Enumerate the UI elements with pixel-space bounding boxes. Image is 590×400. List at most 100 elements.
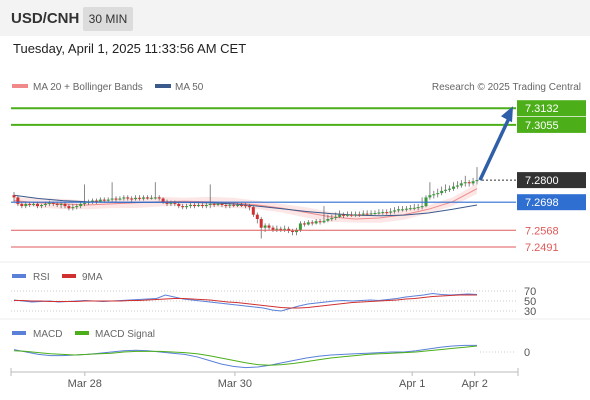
- candle-body: [181, 206, 185, 208]
- candle-body: [232, 204, 236, 206]
- candle-body: [98, 199, 102, 202]
- candle-body: [28, 203, 32, 205]
- resistance-level-7.3132-label: 7.3132: [525, 103, 559, 115]
- candle-body: [397, 209, 400, 211]
- candle-body: [91, 200, 94, 202]
- candle-body: [322, 220, 326, 223]
- time-tick-label: Mar 28: [68, 378, 102, 390]
- support-level-7.2568-label: 7.2568: [525, 225, 559, 237]
- candle-body: [444, 189, 448, 191]
- macd-legend-swatch: [12, 331, 26, 335]
- macd-plot: 0: [13, 344, 530, 369]
- support-level-7.2491-label: 7.2491: [525, 242, 559, 254]
- macd-legend-label: MACD: [33, 329, 62, 340]
- time-tick-label: Apr 1: [399, 378, 425, 390]
- candle-body: [63, 203, 67, 207]
- candle-body: [83, 202, 87, 204]
- candle-body: [149, 197, 153, 199]
- candle-body: [102, 199, 106, 201]
- candle-body: [173, 202, 177, 204]
- ma20-legend-swatch: [12, 84, 28, 88]
- symbol-title: USD/CNH: [11, 10, 80, 27]
- macd-signal-legend-swatch: [75, 331, 89, 335]
- candle-body: [463, 182, 467, 184]
- candle-body: [24, 203, 28, 207]
- candle-body: [373, 213, 377, 214]
- candle-body: [279, 228, 283, 230]
- candle-body: [169, 202, 173, 204]
- candle-body: [291, 230, 295, 232]
- candle-body: [448, 188, 451, 190]
- candle-body: [357, 214, 361, 216]
- candle-body: [467, 182, 471, 184]
- candle-body: [330, 218, 334, 220]
- candle-body: [416, 207, 420, 209]
- candle-body: [338, 214, 342, 217]
- candle-body: [314, 221, 318, 224]
- candle-body: [185, 206, 189, 208]
- candle-body: [310, 222, 314, 224]
- rsi-ma-legend-label: 9MA: [82, 272, 103, 283]
- candle-body: [326, 219, 330, 221]
- candle-body: [346, 214, 349, 216]
- candle-body: [408, 208, 412, 210]
- candle-body: [353, 214, 357, 216]
- time-axis: Mar 28 Mar 30 Apr 1 Apr 2: [10, 368, 519, 390]
- top-bar: USD/CNH 30 MIN: [0, 0, 590, 36]
- resistance-level-7.3055-label: 7.3055: [525, 120, 559, 132]
- candle-body: [302, 223, 306, 225]
- time-tick-label: Apr 2: [462, 378, 488, 390]
- candle-body: [216, 203, 220, 205]
- candle-body: [365, 213, 369, 215]
- rsi-tick-50: 50: [524, 296, 536, 308]
- candle-body: [228, 204, 232, 206]
- candle-body: [420, 206, 424, 208]
- candle-body: [47, 202, 51, 204]
- candle-body: [126, 197, 130, 199]
- candle-body: [16, 197, 20, 204]
- candle-body: [298, 223, 302, 230]
- candle-body: [212, 203, 216, 205]
- candle-body: [32, 203, 36, 205]
- candle-body: [247, 206, 251, 208]
- candle-body: [334, 216, 338, 218]
- candle-body: [318, 221, 322, 223]
- candle-body: [220, 203, 224, 205]
- candle-body: [200, 205, 204, 207]
- candle-body: [471, 181, 475, 184]
- candle-body: [436, 193, 440, 195]
- resistance-level-7.3055-badge: [517, 116, 586, 133]
- forecast-arrow-head: [501, 106, 513, 123]
- candle-body: [142, 197, 145, 199]
- candle-body: [224, 205, 228, 206]
- macd-signal-line: [13, 345, 478, 366]
- candle-body: [153, 197, 157, 199]
- candle-body: [275, 228, 279, 230]
- candle-body: [432, 194, 436, 196]
- candle-body: [79, 203, 83, 207]
- pivot-level-7.2698-badge: [517, 194, 586, 211]
- candle-body: [295, 229, 298, 233]
- ma50-legend-swatch: [155, 84, 171, 88]
- candle-body: [71, 207, 75, 209]
- candle-body: [412, 207, 416, 209]
- candle-body: [145, 197, 149, 199]
- credit-label: Research © 2025 Trading Central: [432, 82, 581, 93]
- candle-body: [196, 205, 200, 207]
- candle-body: [43, 203, 47, 205]
- candle-body: [283, 228, 287, 230]
- candle-body: [106, 199, 110, 201]
- candle-body: [177, 203, 181, 207]
- candle-body: [349, 214, 353, 216]
- candle-body: [157, 197, 161, 199]
- candle-body: [389, 211, 393, 213]
- timeframe-button[interactable]: 30 MIN: [83, 7, 133, 31]
- candle-body: [134, 197, 138, 200]
- candle-body: [306, 222, 310, 225]
- current-level-7.2800-badge: [517, 172, 586, 189]
- candle-body: [459, 183, 463, 186]
- main-plot: 7.3132 7.3055 7.2800 7.2698 7.2568 7.2491: [11, 100, 586, 254]
- candle-body: [271, 227, 275, 230]
- candle-body: [404, 208, 408, 210]
